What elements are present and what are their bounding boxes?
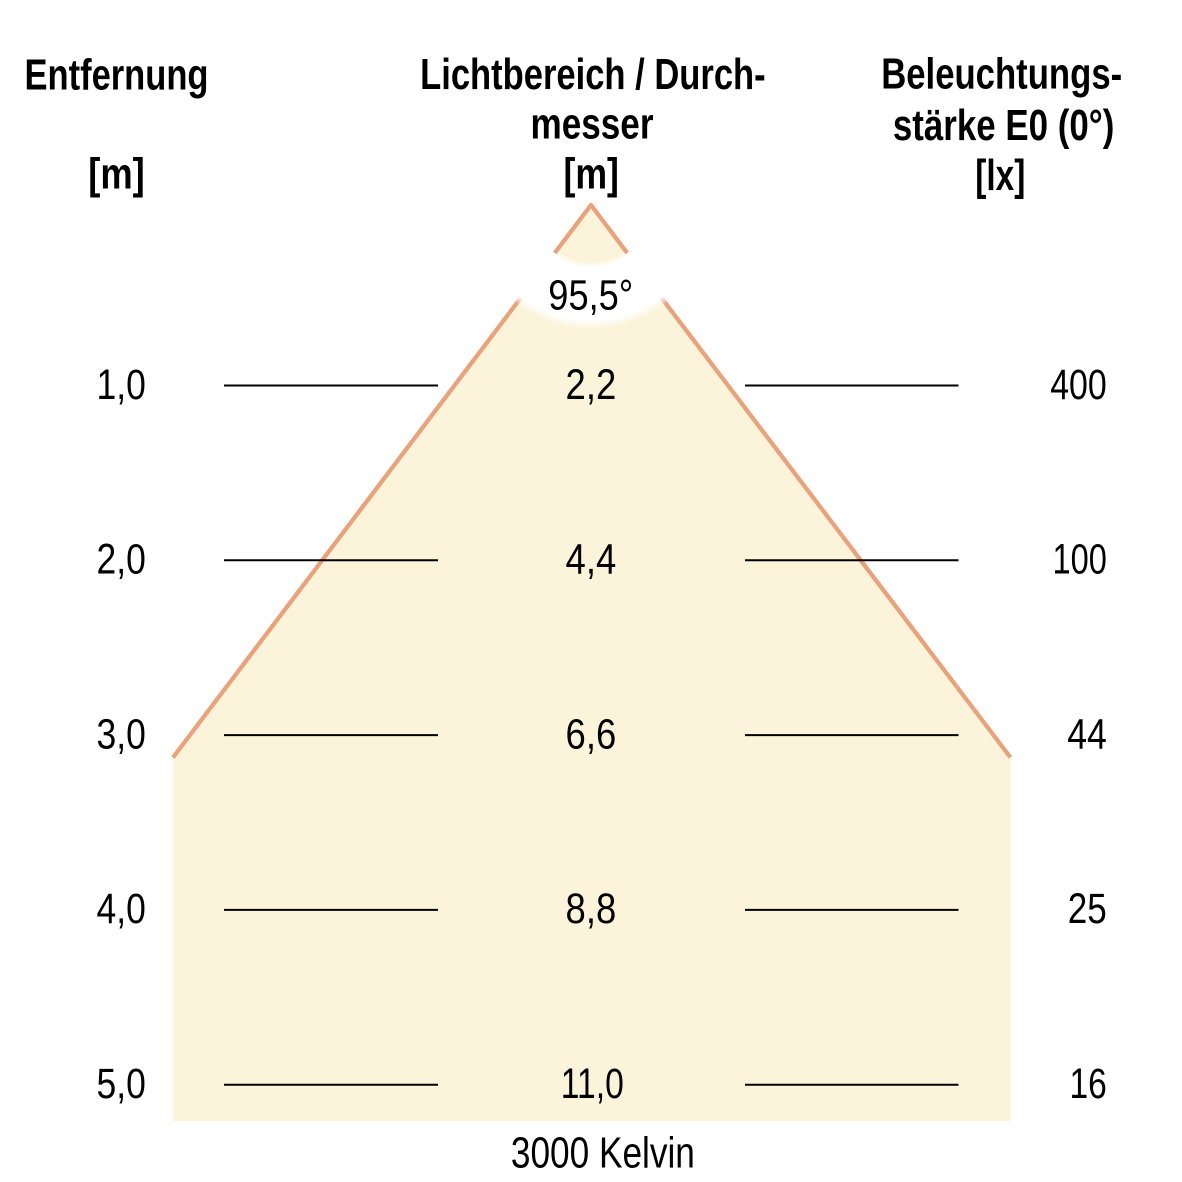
svg-text:[m]: [m] bbox=[88, 150, 145, 199]
svg-text:3000 Kelvin: 3000 Kelvin bbox=[511, 1129, 695, 1178]
svg-text:8,8: 8,8 bbox=[566, 886, 617, 933]
svg-text:25: 25 bbox=[1068, 886, 1107, 933]
svg-text:Lichtbereich / Durch-: Lichtbereich / Durch- bbox=[420, 50, 766, 99]
svg-text:3,0: 3,0 bbox=[97, 711, 146, 758]
svg-text:[lx]: [lx] bbox=[975, 151, 1025, 200]
svg-text:1,0: 1,0 bbox=[97, 362, 146, 409]
svg-text:100: 100 bbox=[1053, 537, 1107, 584]
svg-text:stärke E0 (0°): stärke E0 (0°) bbox=[893, 101, 1115, 150]
svg-text:6,6: 6,6 bbox=[566, 711, 617, 758]
svg-text:5,0: 5,0 bbox=[97, 1061, 146, 1108]
svg-text:11,0: 11,0 bbox=[561, 1061, 624, 1108]
svg-text:2,2: 2,2 bbox=[566, 362, 617, 409]
svg-text:messer: messer bbox=[531, 100, 654, 149]
svg-text:4,4: 4,4 bbox=[566, 537, 617, 584]
svg-text:16: 16 bbox=[1070, 1061, 1107, 1108]
svg-text:[m]: [m] bbox=[563, 150, 619, 199]
svg-text:4,0: 4,0 bbox=[97, 886, 146, 933]
svg-text:44: 44 bbox=[1067, 711, 1107, 758]
svg-text:2,0: 2,0 bbox=[97, 537, 146, 584]
svg-text:Entfernung: Entfernung bbox=[25, 51, 209, 100]
svg-text:Beleuchtungs-: Beleuchtungs- bbox=[881, 50, 1122, 99]
svg-text:400: 400 bbox=[1050, 362, 1107, 409]
svg-text:95,5°: 95,5° bbox=[548, 272, 633, 319]
